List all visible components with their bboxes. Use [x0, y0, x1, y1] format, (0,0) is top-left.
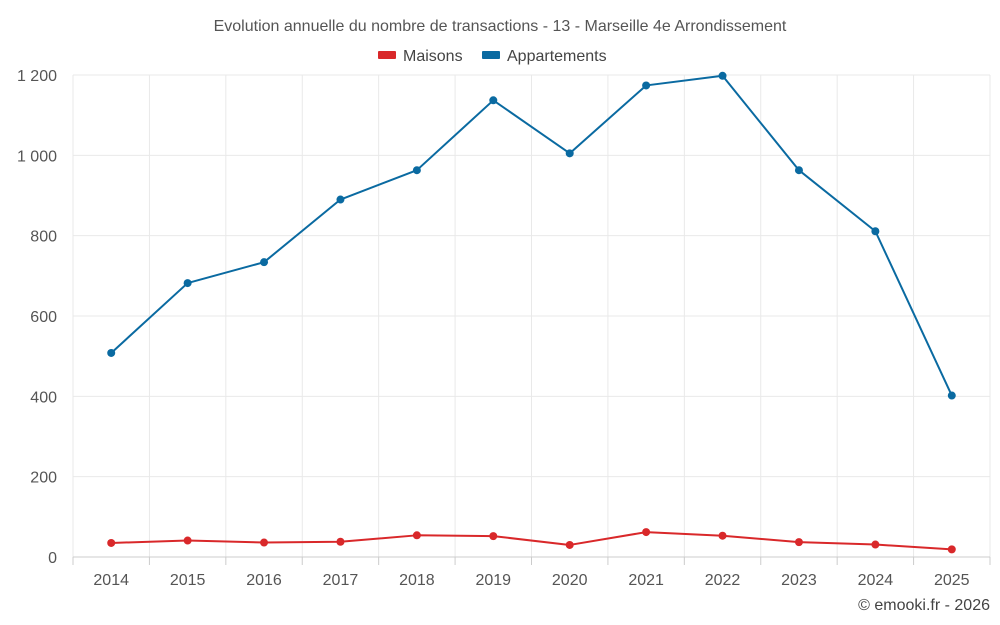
x-tick-label: 2021: [628, 572, 664, 589]
data-point-maisons[interactable]: [183, 536, 192, 545]
data-point-maisons[interactable]: [871, 540, 880, 549]
data-point-maisons[interactable]: [642, 528, 651, 537]
data-point-maisons[interactable]: [947, 545, 956, 554]
data-point-maisons[interactable]: [260, 538, 269, 547]
legend-swatch-appartements: [482, 51, 500, 59]
grid: [72, 74, 991, 557]
y-tick-label: 1 000: [17, 148, 57, 165]
data-point-appartements[interactable]: [794, 166, 803, 175]
data-point-appartements[interactable]: [947, 391, 956, 400]
x-tick-label: 2024: [858, 572, 894, 589]
legend-label-appartements: Appartements: [507, 48, 607, 65]
x-tick-label: 2025: [934, 572, 970, 589]
data-point-maisons[interactable]: [336, 537, 345, 546]
data-point-appartements[interactable]: [871, 227, 880, 236]
data-point-maisons[interactable]: [107, 538, 116, 547]
series-line-appartements: [110, 74, 953, 396]
data-point-appartements[interactable]: [412, 166, 421, 175]
chart-title: Evolution annuelle du nombre de transact…: [214, 18, 787, 35]
data-point-appartements[interactable]: [107, 348, 116, 357]
data-point-appartements[interactable]: [336, 195, 345, 204]
data-point-maisons[interactable]: [565, 540, 574, 549]
axes: 0 200 400 600 800 1 000 1 200 2014 2015 2016 2017 2…: [17, 68, 991, 589]
data-point-appartements[interactable]: [565, 149, 574, 158]
data-point-appartements[interactable]: [260, 258, 269, 267]
credit-text: © emooki.fr - 2026: [858, 597, 990, 614]
data-point-maisons[interactable]: [794, 538, 803, 547]
x-tick-label: 2018: [399, 572, 435, 589]
data-point-maisons[interactable]: [489, 532, 498, 541]
y-tick-label: 400: [30, 389, 57, 406]
data-point-appartements[interactable]: [718, 71, 727, 80]
legend-item-maisons[interactable]: Maisons: [378, 48, 463, 65]
legend-swatch-maisons: [378, 51, 396, 59]
y-tick-label: 1 200: [17, 68, 57, 85]
x-tick-label: 2020: [552, 572, 588, 589]
legend-label-maisons: Maisons: [403, 48, 463, 65]
legend: Maisons Appartements: [378, 48, 607, 65]
x-tick-label: 2019: [475, 572, 511, 589]
series: [107, 71, 956, 554]
x-tick-label: 2023: [781, 572, 817, 589]
data-point-maisons[interactable]: [718, 531, 727, 540]
data-point-appartements[interactable]: [642, 81, 651, 90]
data-point-appartements[interactable]: [489, 96, 498, 105]
y-tick-label: 200: [30, 470, 57, 487]
y-tick-label: 800: [30, 229, 57, 246]
data-point-appartements[interactable]: [183, 279, 192, 288]
x-tick-label: 2015: [170, 572, 206, 589]
data-point-maisons[interactable]: [412, 531, 421, 540]
x-tick-label: 2014: [93, 572, 129, 589]
x-tick-label: 2017: [323, 572, 359, 589]
series-line-maisons: [111, 531, 952, 551]
legend-item-appartements[interactable]: Appartements: [482, 48, 607, 65]
x-tick-label: 2022: [705, 572, 741, 589]
y-tick-label: 600: [30, 309, 57, 326]
x-tick-label: 2016: [246, 572, 282, 589]
y-tick-label: 0: [48, 550, 57, 567]
